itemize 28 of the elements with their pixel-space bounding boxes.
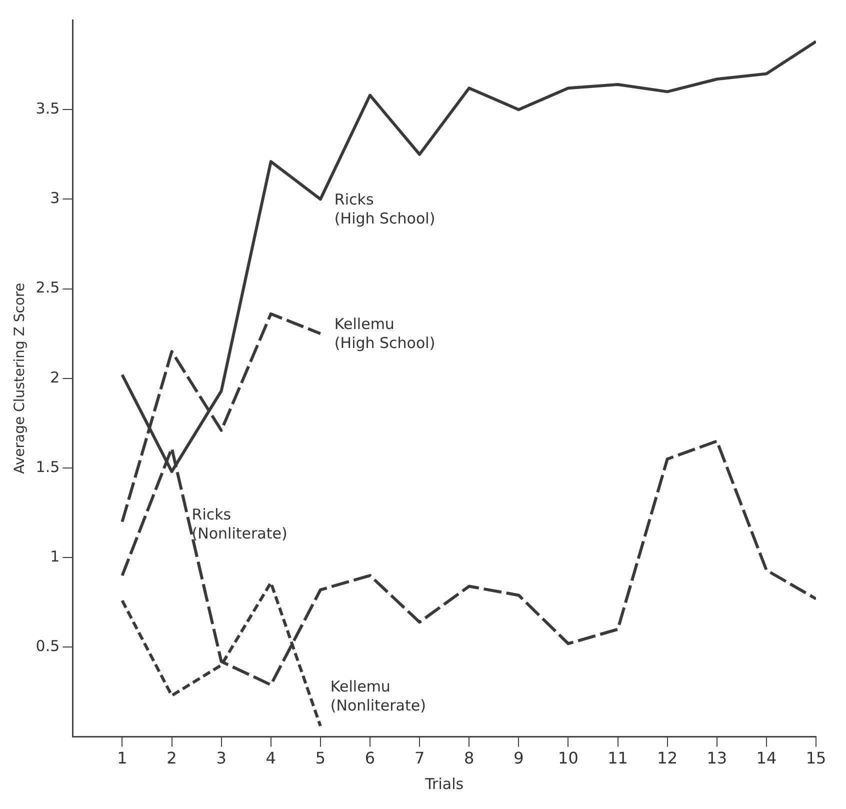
x-tick-label: 2: [166, 748, 177, 768]
x-tick-label: 11: [608, 748, 628, 768]
y-tick-label: 0.5: [36, 637, 60, 656]
x-tick-label: 1: [117, 748, 128, 768]
x-tick-label: 10: [558, 748, 578, 768]
x-tick-label: 14: [756, 748, 777, 768]
series-label: Kellemu (Nonliterate): [330, 677, 426, 714]
x-axis-title: Trials: [424, 774, 464, 793]
y-tick-label: 3: [50, 189, 60, 208]
x-tick-label: 4: [266, 748, 276, 768]
x-tick-label: 7: [414, 748, 425, 768]
y-axis-title: Average Clustering Z Score: [12, 282, 28, 474]
y-tick-label: 1.5: [36, 458, 60, 476]
x-tick-label: 9: [514, 748, 524, 768]
x-tick-label: 5: [315, 748, 326, 768]
y-tick-label: 3.5: [36, 99, 60, 118]
x-tick-label: 15: [806, 748, 826, 768]
series-label: Kellemu (High School): [334, 314, 436, 352]
series-label: Ricks (Nonliterate): [192, 506, 288, 543]
x-tick-label: 3: [216, 748, 226, 768]
series-label: Ricks (High School): [334, 190, 436, 228]
y-tick-label: 2.5: [36, 278, 60, 297]
y-tick-label: 1: [50, 547, 60, 566]
x-tick-label: 12: [657, 748, 678, 768]
x-tick-label: 8: [464, 748, 474, 768]
x-tick-label: 13: [706, 748, 728, 768]
x-tick-label: 6: [364, 748, 376, 768]
y-tick-label: 2: [50, 368, 60, 386]
